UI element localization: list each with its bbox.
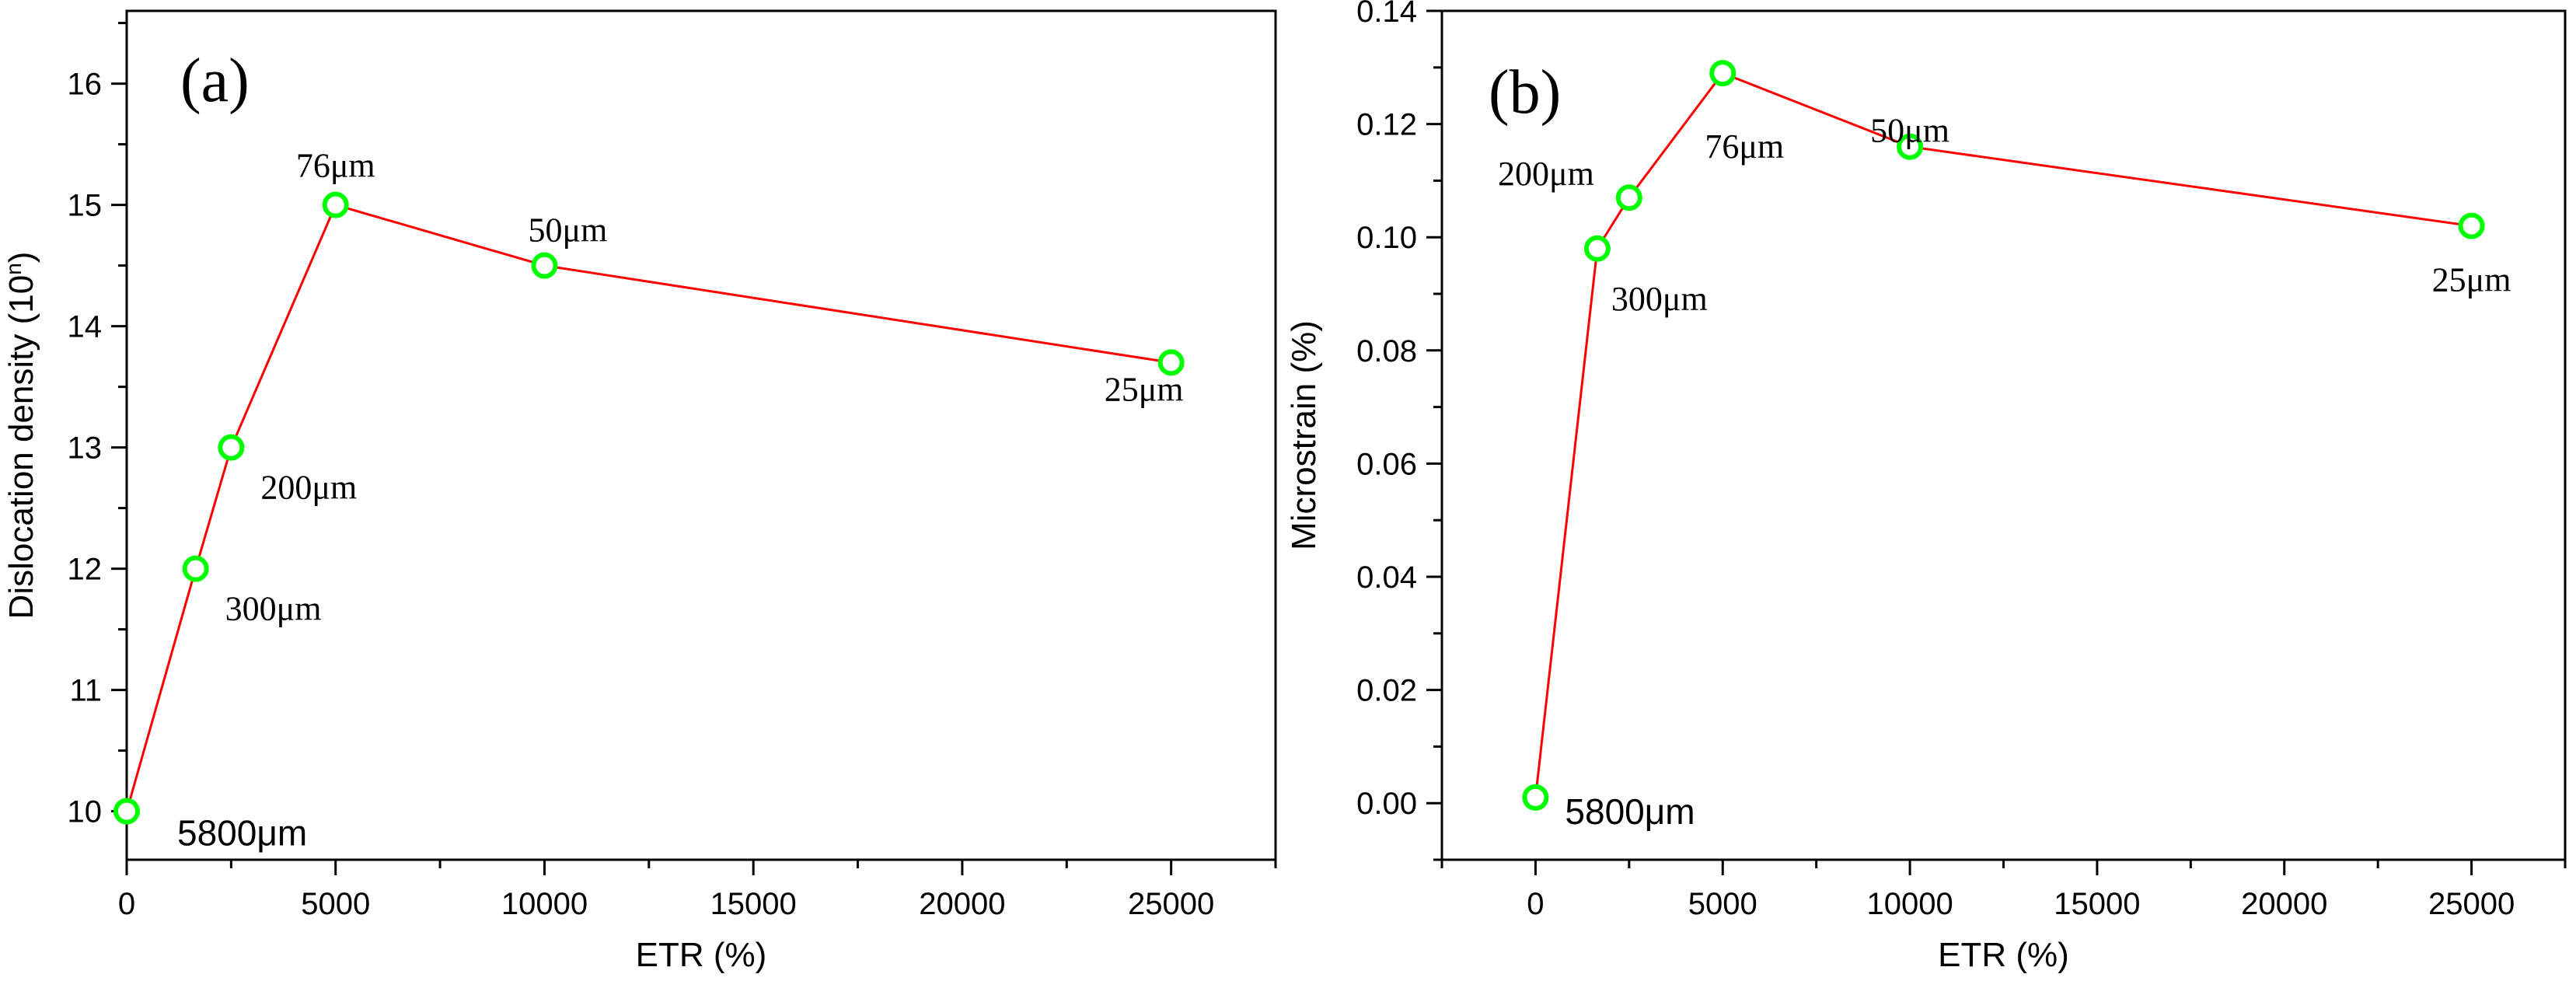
y-tick-label: 0.10 — [1356, 221, 1417, 255]
data-point-label: 76μm — [1705, 127, 1784, 166]
data-point-label: 50μm — [1870, 112, 1949, 150]
data-point-label: 76μm — [296, 147, 375, 185]
data-point-marker — [531, 252, 558, 279]
x-tick-label: 10000 — [1866, 887, 1953, 921]
data-point-marker — [218, 434, 245, 461]
x-axis-title: ETR (%) — [636, 936, 767, 974]
data-point-label: 200μm — [260, 469, 357, 507]
y-axis-title-superscript: n — [2, 263, 26, 275]
series-line — [125, 203, 1171, 812]
data-point-label: 50μm — [529, 211, 608, 250]
data-point-marker — [1583, 235, 1611, 262]
y-tick-label: 0.04 — [1356, 560, 1417, 595]
plot-frame — [125, 9, 1277, 861]
x-tick-label: 0 — [1527, 887, 1544, 921]
data-point-marker — [1615, 184, 1642, 211]
x-tick-label: 15000 — [710, 887, 797, 921]
y-tick-label: 0.00 — [1356, 787, 1417, 821]
y-tick-label: 14 — [68, 310, 103, 344]
data-point-marker — [1157, 349, 1185, 376]
y-axis-title-text: Dislocation density (10 — [2, 275, 40, 620]
y-tick-label: 13 — [68, 431, 103, 466]
y-tick-label: 0.08 — [1356, 334, 1417, 368]
data-point-label: 300μm — [1611, 280, 1708, 318]
y-axis-title: Dislocation density (10n) — [2, 252, 41, 620]
y-tick-label: 10 — [68, 795, 103, 829]
y-tick-label: 0.06 — [1356, 447, 1417, 481]
data-point-label: 25μm — [1105, 370, 1184, 408]
data-point-label: 25μm — [2432, 261, 2511, 299]
x-tick-label: 5000 — [301, 887, 370, 921]
y-tick-label: 11 — [69, 674, 102, 708]
data-point-marker — [1897, 133, 1924, 160]
data-point-marker — [182, 555, 209, 582]
data-point-marker — [113, 798, 140, 825]
y-tick-label: 0.12 — [1356, 108, 1417, 142]
panel-label: (a) — [180, 47, 250, 115]
y-tick-label: 12 — [68, 553, 103, 587]
x-tick-label: 15000 — [2054, 887, 2140, 921]
data-point-label: 5800μm — [1565, 791, 1695, 832]
y-axis-title-close: ) — [2, 252, 40, 264]
y-tick-label: 0.02 — [1356, 674, 1417, 708]
data-point-marker — [1522, 784, 1549, 811]
plot-frame — [1440, 9, 2567, 861]
x-tick-label: 25000 — [1128, 887, 1214, 921]
y-tick-label: 16 — [68, 68, 103, 102]
y-tick-label: 15 — [68, 189, 103, 223]
x-tick-label: 20000 — [2241, 887, 2327, 921]
y-axis-title-text: Microstrain (%) — [1285, 320, 1323, 550]
x-axis-title: ETR (%) — [1938, 936, 2069, 974]
data-point-marker — [2458, 212, 2485, 239]
chart-panel-a: 0 5000 10000 15000 20000 25000 10 11 12 13 14 15 16 E… — [2, 9, 1277, 974]
panel-label: (b) — [1489, 58, 1561, 127]
data-point-marker — [1709, 60, 1737, 87]
series-line — [1534, 72, 2472, 798]
y-axis-title: Microstrain (%) — [1285, 320, 1323, 550]
x-tick-label: 20000 — [919, 887, 1005, 921]
y-tick-label: 0.14 — [1356, 0, 1417, 29]
x-tick-label: 0 — [118, 887, 135, 921]
data-point-label: 200μm — [1498, 155, 1594, 193]
data-point-label: 5800μm — [177, 813, 307, 854]
x-tick-label: 10000 — [501, 887, 588, 921]
data-point-label: 300μm — [225, 590, 322, 628]
chart-panel-b: 0 5000 10000 15000 20000 25000 0.00 0.02 0.04 0.0… — [1285, 0, 2567, 974]
x-tick-label: 5000 — [1688, 887, 1757, 921]
x-tick-label: 25000 — [2428, 887, 2515, 921]
data-point-marker — [322, 191, 349, 218]
